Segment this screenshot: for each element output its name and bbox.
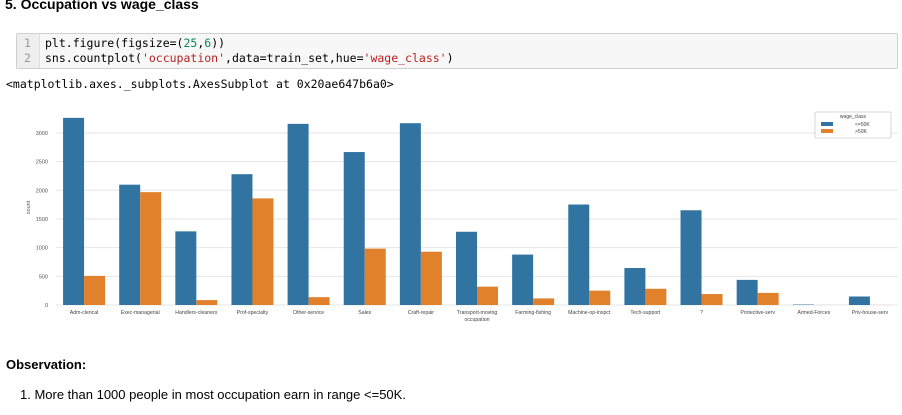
y-tick-label: 1500 <box>36 217 48 223</box>
x-tick-label: ? <box>700 310 703 316</box>
code-token: ,data=train_set,hue= <box>225 51 364 65</box>
bar <box>231 174 253 305</box>
bar <box>456 231 477 305</box>
y-tick-label: 2500 <box>36 160 48 166</box>
y-axis-label: count <box>26 200 32 214</box>
bar <box>119 184 141 305</box>
bar <box>645 288 667 305</box>
bar <box>568 204 590 305</box>
observation-title: Observation: <box>6 357 87 372</box>
code-token: , <box>197 36 205 50</box>
bar <box>680 210 702 305</box>
legend-box <box>814 111 892 139</box>
y-tick-label: 500 <box>39 274 48 280</box>
x-tick-label: Armed-Forces <box>797 310 830 316</box>
observation-item: 1. More than 1000 people in most occupat… <box>20 387 406 402</box>
bar <box>196 300 218 305</box>
x-tick-label: Farming-fishing <box>515 310 551 316</box>
x-tick-label: Sales <box>358 310 371 316</box>
bar <box>757 292 779 305</box>
code-line-1: plt.figure(figsize=(25,6)) <box>45 36 225 50</box>
x-tick-label: Craft-repair <box>408 310 435 316</box>
bar <box>252 198 274 305</box>
legend-label: <=50K <box>855 122 870 128</box>
bar <box>624 268 646 305</box>
x-tick-label: Prof-specialty <box>237 310 269 316</box>
bar <box>287 123 309 305</box>
x-tick-label: Transport-moving <box>457 310 498 316</box>
bar <box>512 254 534 305</box>
countplot-chart: 0 500 1000 1500 2000 2500 3000 count Adm-clerica… <box>26 111 898 323</box>
bar <box>308 297 330 305</box>
cell-output-repr: <matplotlib.axes._subplots.AxesSubplot a… <box>6 77 394 91</box>
x-tick-label: occupation <box>464 317 489 323</box>
code-token-string: 'occupation' <box>141 51 226 65</box>
code-token: plt.figure(figsize=( <box>45 36 184 50</box>
x-tick-label: Machine-op-inspct <box>568 310 611 316</box>
line-number-gutter <box>17 34 40 68</box>
legend-label: >50K <box>855 129 867 135</box>
x-tick-label: Priv-house-serv <box>852 310 889 316</box>
line-number: 1 <box>24 36 31 50</box>
bar <box>63 117 85 305</box>
legend-swatch <box>821 122 833 126</box>
bar <box>477 286 498 305</box>
code-line-2: sns.countplot('occupation',data=train_se… <box>45 51 454 65</box>
line-number: 2 <box>24 51 31 65</box>
bar <box>343 152 365 305</box>
bar <box>701 294 723 305</box>
y-tick-label: 2000 <box>36 188 48 194</box>
y-tick-label: 3000 <box>36 131 48 137</box>
bar <box>140 192 162 305</box>
x-tick-label: Tech-support <box>630 310 661 316</box>
observation-list: 1. More than 1000 people in most occupat… <box>20 387 406 402</box>
bar <box>533 298 555 305</box>
x-tick-label: Handlers-cleaners <box>175 310 218 316</box>
section-heading: 5. Occupation vs wage_class <box>5 0 199 12</box>
bar <box>589 290 611 305</box>
code-token-string: 'wage_class' <box>363 51 447 65</box>
bar <box>736 279 758 305</box>
x-tick-label: Adm-clerical <box>70 310 99 316</box>
code-token: sns.countplot( <box>45 51 142 65</box>
x-tick-label: Exec-managerial <box>121 310 160 316</box>
code-token-number: 25 <box>183 36 198 50</box>
y-tick-label: 1000 <box>36 246 48 252</box>
bar <box>399 123 421 305</box>
bar <box>175 231 197 305</box>
bar <box>364 248 386 305</box>
code-token-number: 6 <box>204 36 212 50</box>
bar <box>420 251 442 305</box>
code-token: ) <box>446 51 454 65</box>
code-cell[interactable]: 1 2 plt.figure(figsize=(25,6)) sns.count… <box>16 33 898 69</box>
x-tick-label: Protective-serv <box>740 310 775 316</box>
code-token: )) <box>211 36 226 50</box>
bar <box>848 296 870 305</box>
legend-title: wage_class <box>840 114 867 120</box>
legend-swatch <box>821 129 833 133</box>
y-tick-label: 0 <box>45 303 48 309</box>
x-tick-label: Other-service <box>293 310 324 316</box>
bar <box>84 275 106 305</box>
